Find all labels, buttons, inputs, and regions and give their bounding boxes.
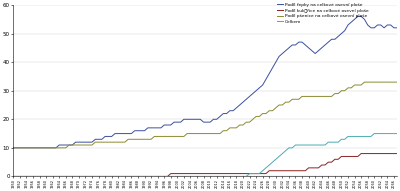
Celkem	[11, 175, 16, 178]
Podíl kukुřice na celkové osevní ploše	[90, 175, 94, 178]
Celkem	[90, 175, 94, 178]
Podíl řepky na celkové osevní ploše	[54, 147, 58, 149]
Celkem	[372, 132, 377, 135]
Celkem	[277, 155, 282, 158]
Podíl pšenice na celkové osevní ploše	[313, 95, 318, 98]
Line: Celkem: Celkem	[13, 134, 397, 176]
Podíl kukुřice na celkové osevní ploše	[395, 152, 400, 155]
Line: Podíl řepky na celkové osevní ploše: Podíl řepky na celkové osevní ploše	[13, 16, 397, 148]
Podíl řepky na celkové osevní ploše	[313, 52, 318, 55]
Podíl kukुřice na celkové osevní ploše	[277, 170, 282, 172]
Celkem	[313, 144, 318, 146]
Podíl řepky na celkové osevní ploše	[11, 147, 16, 149]
Podíl pšenice na celkové osevní ploše	[142, 138, 147, 140]
Podíl řepky na celkové osevní ploše	[142, 129, 147, 132]
Podíl pšenice na celkové osevní ploše	[277, 104, 282, 106]
Celkem	[395, 132, 400, 135]
Podíl kukुřice na celkové osevní ploše	[11, 175, 16, 178]
Podíl pšenice na celkové osevní ploše	[90, 144, 94, 146]
Podíl kukुřice na celkové osevní ploše	[142, 175, 147, 178]
Podíl pšenice na celkové osevní ploše	[395, 81, 400, 83]
Celkem	[142, 175, 147, 178]
Line: Podíl pšenice na celkové osevní ploše: Podíl pšenice na celkové osevní ploše	[13, 82, 397, 148]
Podíl řepky na celkové osevní ploše	[90, 141, 94, 143]
Podíl pšenice na celkové osevní ploše	[54, 147, 58, 149]
Line: Podíl kukुřice na celkové osevní ploše: Podíl kukुřice na celkové osevní ploše	[13, 154, 397, 176]
Podíl kukुřice na celkové osevní ploše	[306, 167, 311, 169]
Podíl řepky na celkové osevní ploše	[356, 15, 360, 18]
Podíl řepky na celkové osevní ploše	[395, 27, 400, 29]
Podíl kukुřice na celkové osevní ploše	[359, 152, 364, 155]
Podíl kukुřice na celkové osevní ploše	[313, 167, 318, 169]
Podíl řepky na celkové osevní ploše	[306, 47, 311, 49]
Podíl pšenice na celkové osevní ploše	[362, 81, 367, 83]
Celkem	[54, 175, 58, 178]
Celkem	[306, 144, 311, 146]
Podíl pšenice na celkové osevní ploše	[11, 147, 16, 149]
Legend: Podíl řepky na celkové osevní ploše, Podíl kukुřice na celkové osevní ploše, Pod: Podíl řepky na celkové osevní ploše, Pod…	[276, 2, 369, 25]
Podíl pšenice na celkové osevní ploše	[306, 95, 311, 98]
Podíl řepky na celkové osevní ploše	[277, 55, 282, 57]
Podíl kukुřice na celkové osevní ploše	[54, 175, 58, 178]
